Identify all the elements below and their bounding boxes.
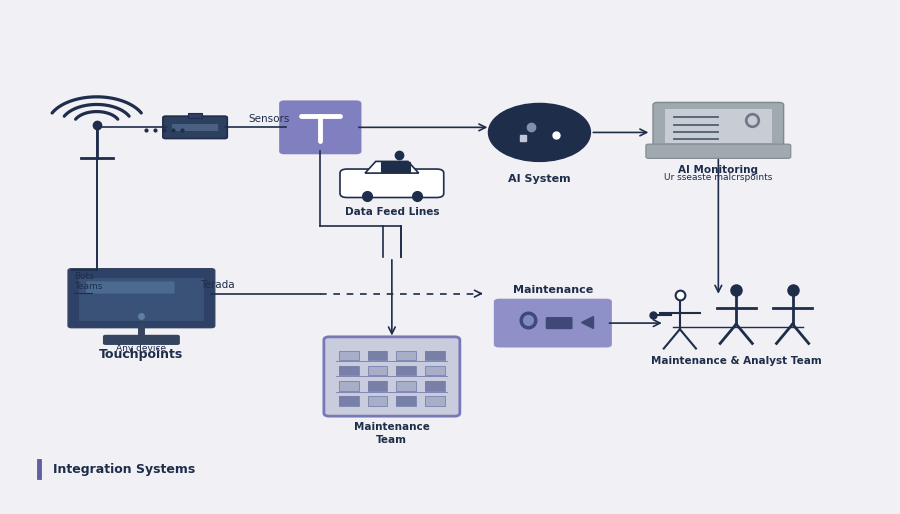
FancyBboxPatch shape (396, 366, 416, 375)
FancyBboxPatch shape (425, 396, 445, 406)
FancyBboxPatch shape (396, 381, 416, 391)
Text: Sensors: Sensors (248, 114, 290, 124)
Text: Maintenance
Team: Maintenance Team (354, 422, 430, 445)
Text: Bots: Bots (75, 272, 94, 281)
Text: Teams: Teams (75, 282, 103, 291)
FancyBboxPatch shape (172, 124, 219, 131)
FancyBboxPatch shape (339, 396, 359, 406)
FancyBboxPatch shape (339, 351, 359, 360)
Text: AI System: AI System (508, 174, 571, 184)
FancyBboxPatch shape (368, 351, 387, 360)
FancyBboxPatch shape (653, 102, 784, 149)
FancyBboxPatch shape (381, 162, 410, 172)
FancyBboxPatch shape (425, 351, 445, 360)
FancyBboxPatch shape (68, 269, 215, 327)
FancyBboxPatch shape (103, 335, 180, 345)
FancyBboxPatch shape (368, 381, 387, 391)
FancyBboxPatch shape (79, 278, 204, 321)
Text: Ur sseaste malcrspoints: Ur sseaste malcrspoints (664, 173, 772, 182)
FancyBboxPatch shape (339, 366, 359, 375)
Text: Maintenance: Maintenance (513, 285, 593, 295)
Text: Any device: Any device (116, 344, 166, 353)
FancyBboxPatch shape (339, 366, 359, 375)
Text: Terada: Terada (200, 280, 235, 289)
FancyBboxPatch shape (340, 169, 444, 197)
FancyBboxPatch shape (279, 100, 362, 154)
Text: AI Monitoring: AI Monitoring (679, 166, 759, 175)
FancyBboxPatch shape (665, 109, 772, 142)
FancyBboxPatch shape (545, 317, 572, 329)
FancyBboxPatch shape (368, 381, 387, 391)
FancyBboxPatch shape (339, 381, 359, 391)
FancyBboxPatch shape (188, 113, 202, 118)
FancyBboxPatch shape (646, 144, 791, 158)
Polygon shape (365, 161, 418, 173)
FancyBboxPatch shape (339, 396, 359, 406)
FancyBboxPatch shape (425, 366, 445, 375)
FancyBboxPatch shape (425, 351, 445, 360)
FancyBboxPatch shape (368, 396, 387, 406)
FancyBboxPatch shape (396, 351, 416, 360)
FancyBboxPatch shape (86, 281, 175, 293)
FancyBboxPatch shape (425, 381, 445, 391)
FancyBboxPatch shape (368, 366, 387, 375)
Text: Maintenance & Analyst Team: Maintenance & Analyst Team (651, 356, 822, 366)
FancyBboxPatch shape (324, 337, 460, 416)
Text: Data Feed Lines: Data Feed Lines (345, 207, 439, 217)
FancyBboxPatch shape (396, 396, 416, 406)
Circle shape (489, 103, 590, 161)
FancyBboxPatch shape (425, 381, 445, 391)
FancyBboxPatch shape (163, 116, 228, 139)
Text: Integration Systems: Integration Systems (53, 463, 195, 475)
FancyBboxPatch shape (396, 366, 416, 375)
Text: Touchpoints: Touchpoints (99, 347, 184, 361)
FancyBboxPatch shape (368, 351, 387, 360)
FancyBboxPatch shape (396, 396, 416, 406)
FancyBboxPatch shape (494, 299, 612, 347)
